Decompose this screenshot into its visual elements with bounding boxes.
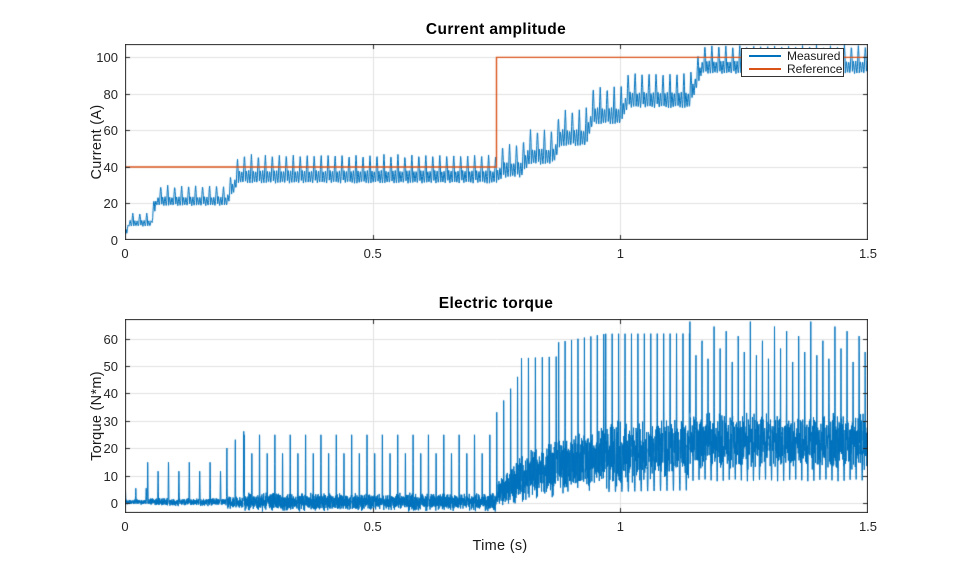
legend-label-measured: Measured	[787, 48, 841, 63]
y-tick-label: 50	[103, 358, 118, 374]
electric-torque-title: Electric torque	[438, 295, 554, 312]
time-x-axis-label: Time (s)	[472, 538, 528, 554]
electric-torque-plot-area[interactable]	[125, 319, 868, 513]
legend-entry-reference: Reference	[742, 62, 843, 77]
y-tick-label: 40	[103, 386, 118, 402]
x-tick-label: 0	[121, 246, 129, 261]
y-tick-label: 10	[103, 468, 118, 484]
y-tick-label: 0	[110, 496, 118, 512]
x-tick-label: 0.5	[363, 519, 382, 534]
x-tick-label: 0.5	[363, 246, 382, 261]
y-tick-label: 40	[103, 159, 118, 175]
legend-entry-measured: Measured	[742, 48, 843, 63]
y-tick-label: 60	[103, 123, 118, 139]
x-tick-label: 1	[616, 519, 624, 534]
x-tick-label: 1	[616, 246, 624, 261]
y-tick-label: 20	[103, 441, 118, 457]
y-tick-label: 60	[103, 331, 118, 347]
reference-line-swatch	[749, 68, 781, 71]
y-tick-label: 30	[103, 413, 118, 429]
x-tick-label: 1.5	[858, 519, 878, 534]
x-tick-label: 1.5	[858, 246, 878, 261]
current-amplitude-title: Current amplitude	[425, 21, 567, 38]
legend-label-reference: Reference	[787, 62, 843, 77]
y-tick-label: 80	[103, 86, 118, 102]
x-tick-label: 0	[121, 519, 129, 534]
y-tick-label: 20	[103, 196, 118, 212]
legend-box[interactable]: Measured Reference	[741, 48, 844, 77]
y-tick-label: 100	[96, 50, 118, 66]
measured-line-swatch	[749, 54, 781, 57]
y-tick-label: 0	[110, 233, 118, 248]
